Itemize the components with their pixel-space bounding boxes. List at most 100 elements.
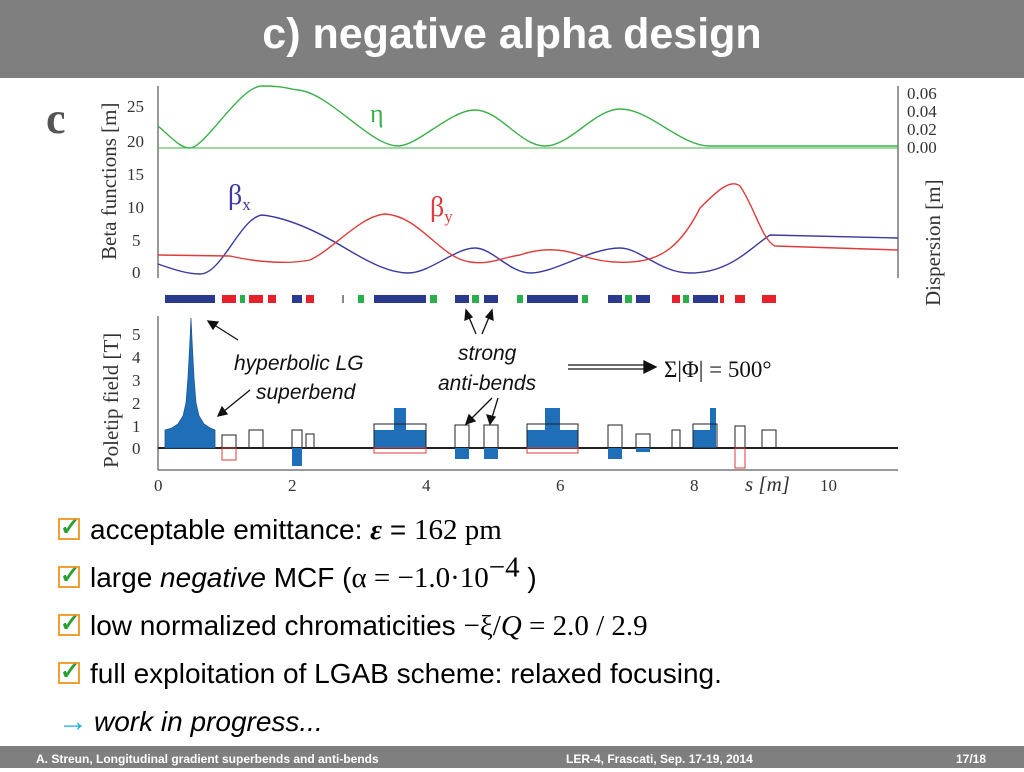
dispersion-tick-label: 0.00 [907, 138, 937, 157]
lattice-quad [625, 295, 632, 303]
lattice-quad [517, 295, 523, 303]
lattice-dipole [527, 295, 578, 303]
s-tick-label: 2 [288, 476, 297, 495]
arrow-head [643, 359, 658, 375]
eta-curve [157, 85, 898, 149]
dipole-block [693, 408, 716, 448]
lattice-quad [720, 295, 724, 303]
bullet-text: low normalized chromaticities [90, 610, 464, 641]
footer-conference: LER-4, Frascati, Sep. 17-19, 2014 [566, 752, 753, 766]
annotation-hyperbolic-line1: hyperbolic LG [234, 352, 364, 375]
footer-page-number: 17/18 [956, 752, 987, 766]
equals-sign: = [382, 514, 414, 545]
dispersion-tick-label: 0.06 [907, 84, 937, 103]
beta-tick-label: 20 [127, 132, 144, 151]
lattice-dipole [484, 295, 498, 303]
eta-label: η [370, 99, 384, 128]
lattice-quad [430, 295, 437, 303]
lattice-dipole [292, 295, 302, 303]
mcf-value: α = −1.0·10 [351, 562, 489, 594]
lattice-dipole [636, 295, 650, 303]
bullet-text-italic: negative [160, 562, 266, 593]
lattice-quad [472, 295, 479, 303]
lattice-quad [306, 295, 314, 303]
checkbox-icon: ✓ [58, 657, 81, 685]
betay-label: βy [430, 192, 453, 226]
bullet-text: full exploitation of LGAB scheme: relaxe… [90, 658, 722, 689]
quad-outline [607, 424, 623, 449]
dipole-block [292, 448, 302, 466]
annotation-strong-line1: strong [458, 342, 517, 365]
quad-outline [305, 433, 315, 449]
s-tick-label: 4 [422, 476, 431, 495]
title-bar [0, 0, 1024, 78]
s-tick-label: 6 [556, 476, 565, 495]
q-symbol: Q [500, 610, 522, 642]
slide-title: c) negative alpha design [262, 10, 762, 58]
arrow-right-icon: → [58, 705, 88, 738]
quad-outline [671, 429, 681, 449]
field-axis-label: Poletip field [T] [99, 333, 123, 468]
lattice-dipole [165, 295, 215, 303]
bullet-text: MCF ( [265, 562, 352, 593]
arrow-head [486, 414, 497, 426]
bullet-lgab: ✓ full exploitation of LGAB scheme: relax… [58, 654, 1018, 702]
field-tick-label: 2 [132, 394, 141, 413]
emittance-value: 162 pm [414, 514, 502, 546]
lattice-dipole [608, 295, 622, 303]
optics-figure: c 0 5 10 15 20 25 Beta functions [m] 0.0… [0, 78, 1024, 498]
betax-curve [157, 214, 899, 275]
antibend-block [455, 448, 469, 459]
checkbox-icon: ✓ [58, 609, 81, 637]
bullet-list: ✓ acceptable emittance: ε = 162 pm ✓ large… [58, 510, 1018, 750]
annotation-sum-phi: Σ|Φ| = 500° [664, 357, 772, 382]
quad-outline [221, 434, 237, 449]
quad-outline [373, 447, 427, 454]
bullet-progress: → work in progress... [58, 702, 1018, 750]
arrow-head [464, 308, 474, 322]
arrow-head [464, 413, 477, 426]
quad-outline [483, 424, 499, 449]
annotation-strong-line2: anti-bends [438, 372, 537, 395]
quad-outline [761, 429, 777, 449]
bullet-chromaticity: ✓ low normalized chromaticities −ξ/Q = 2.… [58, 606, 1018, 654]
lattice-quad [222, 295, 236, 303]
superbend-profile [164, 317, 216, 449]
dispersion-ticks: 0.00 0.02 0.04 0.06 [907, 84, 937, 157]
arrow-head [206, 320, 220, 331]
quad-outline [248, 429, 264, 449]
bullet-text: work in progress... [94, 706, 323, 737]
bullet-text: acceptable emittance: [90, 514, 371, 545]
xi-symbol: −ξ/ [463, 610, 501, 642]
antibend-block [636, 448, 650, 452]
lattice-quad [268, 295, 276, 303]
lattice-quad [240, 295, 245, 303]
panel-letter: c [46, 94, 66, 143]
quad-outline [734, 425, 746, 449]
s-axis-label: s [m] [745, 472, 790, 496]
arrow-head [216, 405, 229, 417]
lattice-quad [762, 295, 776, 303]
field-ticks: 0 1 2 3 4 5 [132, 325, 141, 458]
quad-outline [454, 424, 470, 449]
lattice-quad [683, 295, 689, 303]
lattice-dipole [374, 295, 426, 303]
s-tick-label: 8 [690, 476, 699, 495]
antibend-block [484, 448, 498, 459]
annotation-arrows [206, 308, 658, 426]
lattice-dipole [455, 295, 469, 303]
lattice-quad [249, 295, 263, 303]
lattice-strip [165, 295, 776, 303]
s-tick-label: 10 [820, 476, 837, 495]
antibend-block [608, 448, 622, 459]
field-tick-label: 5 [132, 325, 141, 344]
s-tick-label: 0 [154, 476, 163, 495]
bullet-mcf: ✓ large negative MCF (α = −1.0·10−4 ) [58, 553, 1018, 606]
dispersion-tick-label: 0.02 [907, 120, 937, 139]
beta-tick-label: 15 [127, 165, 144, 184]
lattice-sext [342, 295, 344, 303]
quad-outline [692, 423, 718, 449]
footer-author: A. Streun, Longitudinal gradient superbe… [36, 752, 379, 766]
quad-outline [221, 447, 237, 461]
lattice-quad [358, 295, 364, 303]
